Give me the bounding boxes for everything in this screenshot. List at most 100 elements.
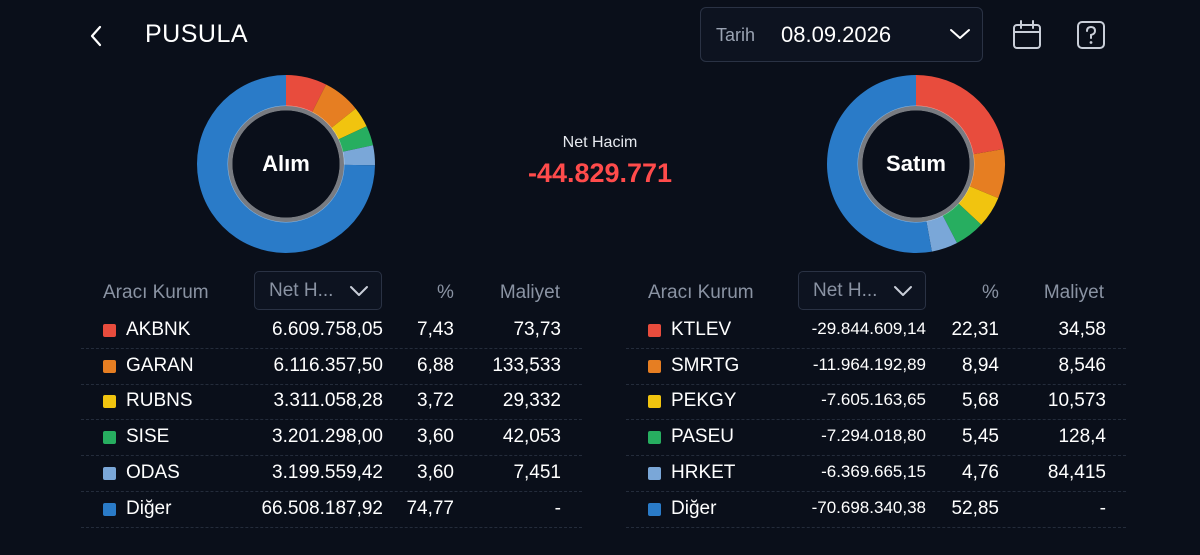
- buy-cost-header: Maliyet: [499, 282, 560, 303]
- donut-inner-ring: [227, 105, 345, 223]
- table-row[interactable]: PEKGY -7.605.163,65 5,68 10,573: [626, 384, 1126, 421]
- table-row[interactable]: ODAS 3.199.559,42 3,60 7,451: [81, 456, 582, 492]
- broker-name: SMRTG: [671, 354, 740, 376]
- legend-swatch: [648, 466, 661, 480]
- legend-swatch: [103, 324, 116, 337]
- percent-cell: 8,94: [962, 354, 999, 376]
- buy-broker-header: Aracı Kurum: [103, 282, 209, 303]
- percent-cell: 4,76: [962, 461, 999, 483]
- cost-cell: 128,4: [1058, 426, 1106, 448]
- buy-pct-header: %: [437, 282, 454, 303]
- donut-slice-paseu: [942, 203, 982, 244]
- table-row[interactable]: AKBNK 6.609.758,05 7,43 73,73: [81, 313, 582, 349]
- broker-name: PASEU: [671, 426, 735, 448]
- table-row[interactable]: Diğer 66.508.187,92 74,77 -: [81, 492, 582, 528]
- calendar-icon: [1013, 20, 1041, 49]
- table-row[interactable]: GARAN 6.116.357,50 6,88 133,533: [81, 349, 582, 385]
- table-row[interactable]: SISE 3.201.298,00 3,60 42,053: [81, 420, 582, 457]
- net-volume-value: -44.829.771: [527, 158, 673, 188]
- legend-swatch: [648, 431, 661, 445]
- net-volume-label: Net Hacim: [562, 134, 638, 151]
- donut-slice-odas: [342, 145, 375, 166]
- row-divider: [626, 348, 1126, 349]
- cost-cell: 42,053: [502, 426, 561, 448]
- percent-cell: 3,60: [417, 426, 454, 448]
- donut-slice-pekgy: [958, 186, 999, 225]
- table-row[interactable]: HRKET -6.369.665,15 4,76 84,415: [626, 456, 1126, 492]
- donut-slice-ktlev: [916, 75, 1004, 155]
- cost-cell: 34,58: [1058, 319, 1106, 340]
- broker-name: KTLEV: [671, 319, 732, 340]
- date-label: Tarih: [716, 25, 756, 45]
- row-divider: [81, 383, 582, 385]
- calendar-button[interactable]: [1010, 18, 1044, 52]
- net-volume-cell: -6.369.665,15: [821, 461, 926, 481]
- table-row[interactable]: Diğer -70.698.340,38 52,85 -: [626, 492, 1126, 528]
- buy-donut-label: Alım: [262, 151, 310, 176]
- sell-sort-label: Net H...: [813, 280, 878, 301]
- cost-cell: 73,73: [513, 319, 561, 340]
- legend-swatch: [648, 395, 661, 409]
- net-volume-cell: -7.294.018,80: [821, 426, 926, 446]
- sell-pct-header: %: [982, 282, 999, 303]
- row-divider: [626, 490, 1126, 492]
- legend-swatch: [103, 395, 116, 409]
- row-divider: [626, 455, 1126, 457]
- percent-cell: 5,68: [962, 390, 999, 412]
- row-divider: [81, 455, 582, 457]
- help-icon: [1077, 21, 1105, 49]
- net-volume-cell: 6.609.758,05: [272, 319, 383, 340]
- percent-cell: 3,60: [417, 461, 454, 483]
- chevron-down-icon: [950, 29, 970, 39]
- net-volume-cell: 3.201.298,00: [272, 426, 383, 448]
- legend-swatch: [648, 359, 661, 373]
- sell-sort-dropdown[interactable]: Net H...: [798, 271, 926, 310]
- table-row[interactable]: KTLEV -29.844.609,14 22,31 34,58: [626, 313, 1126, 349]
- broker-name: PEKGY: [671, 390, 737, 412]
- table-row[interactable]: SMRTG -11.964.192,89 8,94 8,546: [626, 349, 1126, 385]
- percent-cell: 7,43: [417, 319, 454, 340]
- help-button[interactable]: [1074, 18, 1108, 52]
- legend-swatch: [103, 466, 116, 480]
- row-divider: [81, 348, 582, 349]
- legend-swatch: [648, 324, 661, 337]
- legend-swatch: [648, 502, 661, 516]
- row-divider: [626, 383, 1126, 385]
- sell-broker-header: Aracı Kurum: [648, 282, 754, 303]
- donut-slice-akbnk: [286, 75, 327, 113]
- cost-cell: 8,546: [1058, 354, 1106, 376]
- cost-cell: -: [554, 497, 561, 519]
- cost-cell: 133,533: [492, 354, 561, 376]
- percent-cell: 6,88: [417, 354, 454, 376]
- donut-slice-diğer: [827, 75, 932, 254]
- net-volume-cell: 6.116.357,50: [273, 354, 383, 376]
- sell-donut-chart: [827, 75, 1005, 254]
- broker-name: RUBNS: [126, 390, 193, 412]
- net-volume-cell: -29.844.609,14: [811, 319, 926, 338]
- donut-slice-hrket: [926, 215, 957, 252]
- broker-name: ODAS: [126, 461, 180, 483]
- page-title: PUSULA: [145, 20, 249, 48]
- broker-name: HRKET: [671, 461, 736, 483]
- date-selector[interactable]: Tarih 08.09.2026: [700, 7, 983, 62]
- broker-name: Diğer: [671, 497, 717, 519]
- cost-cell: 29,332: [502, 390, 561, 412]
- legend-swatch: [103, 359, 116, 373]
- donut-hole: [862, 110, 970, 218]
- table-row[interactable]: RUBNS 3.311.058,28 3,72 29,332: [81, 384, 582, 421]
- donut-inner-ring: [857, 105, 975, 223]
- broker-name: GARAN: [126, 354, 194, 376]
- row-divider: [81, 526, 582, 528]
- sell-donut-label: Satım: [886, 151, 946, 176]
- cost-cell: 7,451: [513, 461, 561, 483]
- net-volume-cell: 3.199.559,42: [272, 461, 383, 483]
- chevron-down-icon: [350, 286, 368, 296]
- cost-cell: 84,415: [1047, 461, 1106, 483]
- percent-cell: 22,31: [951, 319, 999, 340]
- table-row[interactable]: PASEU -7.294.018,80 5,45 128,4: [626, 420, 1126, 457]
- buy-donut-chart: [197, 75, 375, 253]
- donut-hole: [232, 110, 340, 218]
- net-volume-cell: 3.311.058,28: [273, 390, 383, 412]
- back-button[interactable]: [84, 22, 110, 50]
- buy-sort-dropdown[interactable]: Net H...: [254, 271, 382, 310]
